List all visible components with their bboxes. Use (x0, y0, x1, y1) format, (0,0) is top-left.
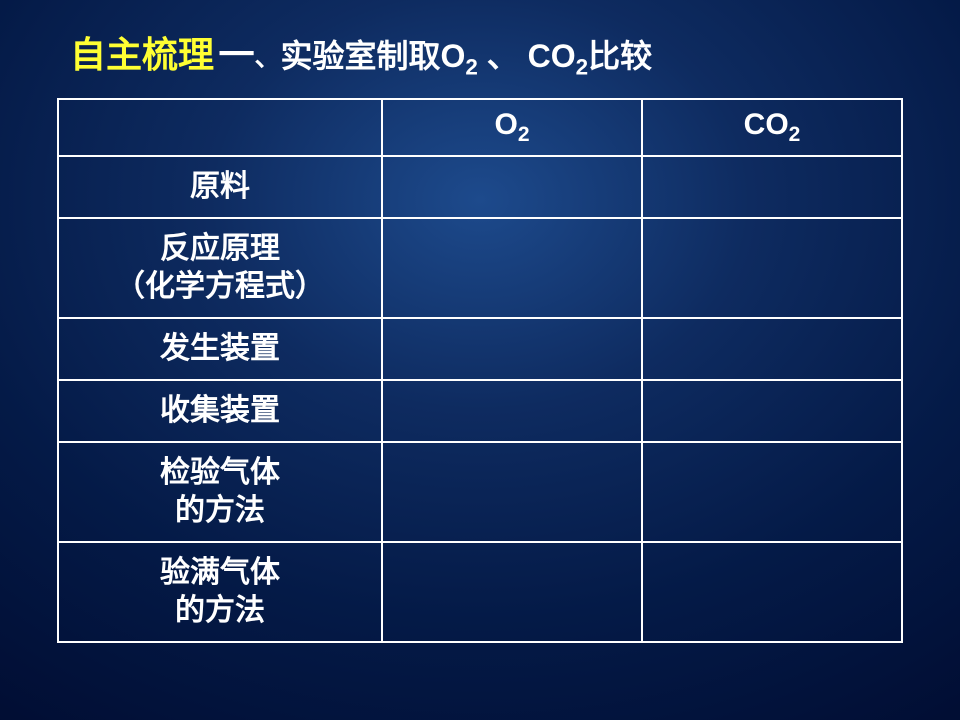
row-o2 (382, 156, 642, 218)
row-label: 反应原理（化学方程式） (58, 218, 382, 318)
slide: 自主梳理 一、实验室制取O2 、 CO2比较 O2 CO2 原料 反应原理（化学… (0, 0, 960, 720)
row-label: 发生装置 (58, 318, 382, 380)
heading-sep: 、 (254, 42, 280, 72)
row-o2 (382, 542, 642, 642)
row-label: 检验气体的方法 (58, 442, 382, 542)
heading-prefix: 自主梳理 (0, 34, 214, 75)
row-co2 (642, 542, 902, 642)
row-o2 (382, 380, 642, 442)
header-co2: CO2 (642, 99, 902, 155)
table-row: 反应原理（化学方程式） (58, 218, 902, 318)
row-co2 (642, 156, 902, 218)
row-co2 (642, 442, 902, 542)
table-row: 发生装置 (58, 318, 902, 380)
row-label: 收集装置 (58, 380, 382, 442)
heading-rest: 实验室制取O2 、 CO2比较 (281, 38, 653, 74)
heading-main: 一 (218, 34, 254, 75)
table-row: 收集装置 (58, 380, 902, 442)
table-header-row: O2 CO2 (58, 99, 902, 155)
row-o2 (382, 318, 642, 380)
table-row: 原料 (58, 156, 902, 218)
row-co2 (642, 318, 902, 380)
row-label: 原料 (58, 156, 382, 218)
header-o2: O2 (382, 99, 642, 155)
row-o2 (382, 442, 642, 542)
row-o2 (382, 218, 642, 318)
comparison-table: O2 CO2 原料 反应原理（化学方程式） 发生装置 收集装置 检验气体的方法 (57, 98, 903, 642)
header-blank (58, 99, 382, 155)
table-row: 检验气体的方法 (58, 442, 902, 542)
row-co2 (642, 380, 902, 442)
slide-heading: 自主梳理 一、实验室制取O2 、 CO2比较 (0, 26, 960, 80)
row-co2 (642, 218, 902, 318)
table-row: 验满气体的方法 (58, 542, 902, 642)
row-label: 验满气体的方法 (58, 542, 382, 642)
